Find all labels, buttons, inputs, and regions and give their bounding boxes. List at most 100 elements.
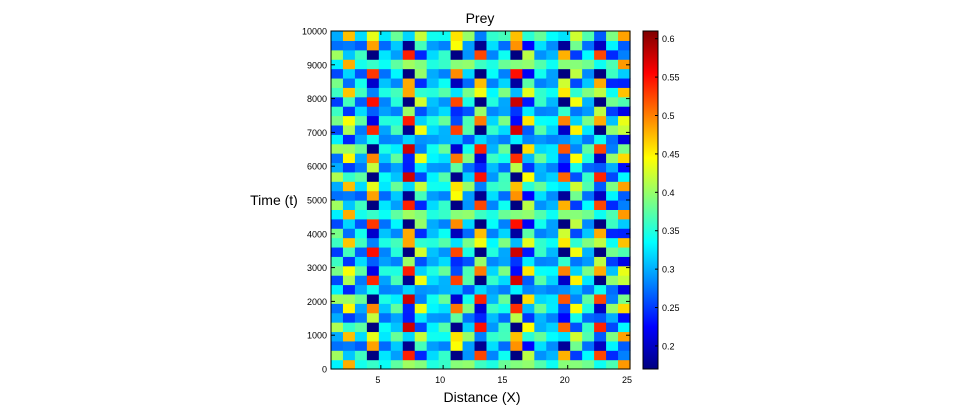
heatmap-cell — [366, 153, 380, 164]
heatmap-cell — [462, 209, 476, 220]
heatmap-cell — [366, 265, 380, 276]
heatmap-cell — [402, 322, 416, 333]
heatmap-cell — [402, 31, 416, 41]
heatmap-cell — [594, 246, 607, 257]
heatmap-cell — [534, 322, 547, 333]
heatmap-cell — [354, 31, 368, 41]
heatmap-cell — [414, 68, 428, 79]
heatmap-cell — [498, 228, 511, 239]
heatmap-cell — [594, 87, 607, 98]
heatmap-cell — [402, 200, 416, 210]
heatmap-cell — [342, 350, 356, 361]
heatmap-cell — [414, 49, 428, 60]
heatmap-cell — [474, 218, 488, 229]
heatmap-cell — [534, 68, 547, 79]
heatmap-cell — [594, 340, 607, 351]
heatmap-cell — [390, 275, 404, 286]
heatmap-cell — [618, 96, 631, 107]
heatmap-cell — [354, 256, 368, 267]
heatmap-cell — [546, 40, 559, 51]
heatmap-cell — [354, 181, 368, 192]
heatmap-cell — [510, 181, 523, 192]
heatmap-cell — [342, 153, 356, 164]
heatmap-cell — [390, 143, 404, 154]
heatmap-cell — [618, 331, 631, 342]
heatmap-cell — [438, 218, 452, 229]
heatmap-cell — [426, 284, 440, 295]
colorbar-tick-label: 0.45 — [662, 149, 680, 159]
heatmap-cell — [354, 359, 368, 370]
heatmap-cell — [486, 322, 500, 333]
heatmap-cell — [462, 134, 476, 145]
heatmap-cell — [570, 322, 583, 333]
heatmap-cell — [426, 59, 440, 70]
heatmap-cell — [342, 162, 356, 173]
x-tick-label: 10 — [435, 375, 445, 385]
heatmap-cell — [558, 181, 571, 192]
heatmap-cell — [414, 153, 428, 164]
heatmap-cell — [378, 359, 392, 370]
heatmap-cell — [331, 284, 344, 295]
heatmap-cell — [462, 49, 476, 60]
heatmap-cell — [426, 181, 440, 192]
heatmap-cell — [594, 265, 607, 276]
heatmap-cell — [474, 134, 488, 145]
heatmap-cell — [546, 209, 559, 220]
heatmap-cell — [582, 359, 595, 370]
heatmap-cell — [354, 284, 368, 295]
heatmap-cell — [546, 265, 559, 276]
heatmap-cell — [331, 87, 344, 98]
heatmap-cell — [522, 106, 535, 117]
heatmap-cell — [354, 200, 368, 210]
heatmap-cell — [522, 218, 535, 229]
heatmap-cell — [570, 77, 583, 88]
heatmap-cell — [450, 59, 464, 70]
heatmap-cell — [558, 218, 571, 229]
heatmap-cell — [414, 31, 428, 41]
heatmap-cell — [594, 293, 607, 304]
heatmap-cell — [474, 209, 488, 220]
heatmap-cell — [498, 87, 511, 98]
heatmap-cell — [486, 40, 500, 51]
heatmap-cell — [558, 237, 571, 248]
heatmap-cell — [390, 87, 404, 98]
heatmap-cell — [438, 40, 452, 51]
heatmap-cell — [534, 190, 547, 201]
heatmap-cell — [558, 350, 571, 361]
heatmap-cell — [450, 256, 464, 267]
heatmap-cell — [486, 209, 500, 220]
heatmap-cell — [474, 275, 488, 286]
heatmap-cell — [498, 77, 511, 88]
heatmap-cell — [606, 31, 619, 41]
heatmap-cell — [534, 303, 547, 314]
heatmap-cell — [594, 68, 607, 79]
heatmap-cell — [354, 303, 368, 314]
heatmap-cell — [582, 49, 595, 60]
heatmap-cell — [486, 265, 500, 276]
heatmap-cell — [522, 124, 535, 135]
heatmap-cell — [426, 340, 440, 351]
heatmap-cell — [450, 265, 464, 276]
heatmap-cell — [558, 190, 571, 201]
heatmap-cell — [342, 171, 356, 182]
heatmap-cell — [618, 68, 631, 79]
heatmap-cell — [438, 340, 452, 351]
heatmap-cell — [462, 40, 476, 51]
heatmap-cell — [534, 115, 547, 126]
heatmap-cell — [594, 115, 607, 126]
heatmap-cell — [534, 256, 547, 267]
heatmap-cell — [498, 218, 511, 229]
colorbar-tick-label: 0.2 — [662, 341, 675, 351]
heatmap-cell — [402, 228, 416, 239]
heatmap-cell — [594, 256, 607, 267]
heatmap-cell — [558, 106, 571, 117]
heatmap-cell — [366, 322, 380, 333]
heatmap-cell — [558, 209, 571, 220]
heatmap-cell — [486, 31, 500, 41]
heatmap-cell — [582, 162, 595, 173]
heatmap-cell — [534, 171, 547, 182]
heatmap-cell — [618, 256, 631, 267]
heatmap-cell — [342, 124, 356, 135]
heatmap-cell — [342, 284, 356, 295]
heatmap-cell — [534, 77, 547, 88]
